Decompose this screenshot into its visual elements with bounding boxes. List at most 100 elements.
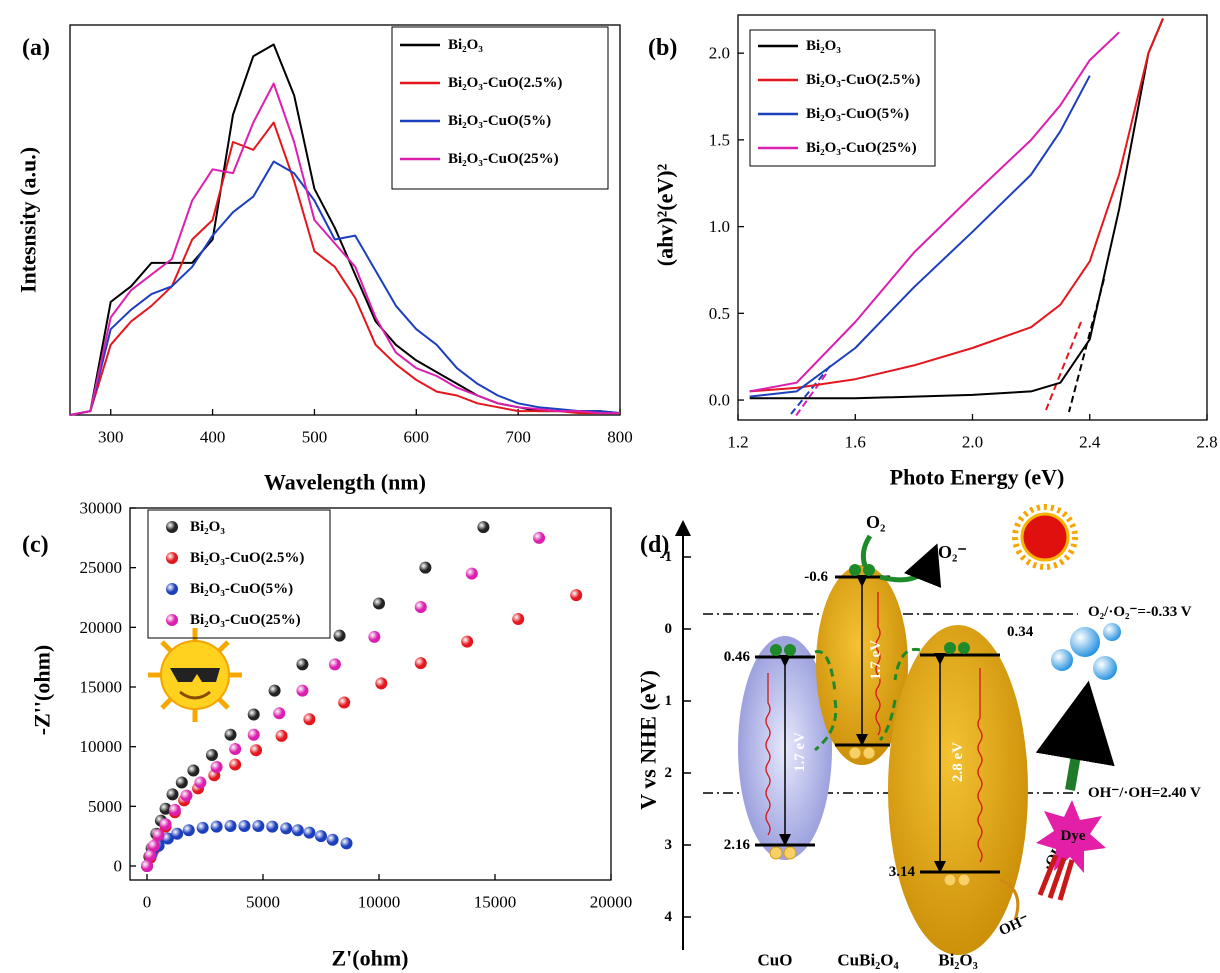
y-tick-label: 30000 (80, 499, 123, 518)
tick-label: 3 (665, 837, 673, 853)
x-tick-label: 2.8 (1196, 433, 1217, 452)
legend-label: Bi₂O₃-CuO(2.5%) (448, 75, 562, 91)
point (175, 776, 188, 789)
point (512, 612, 525, 625)
x-axis-title: Z'(ohm) (332, 946, 409, 971)
material-name: Bi₂O₃ (938, 951, 977, 970)
o2-arrow (860, 534, 873, 567)
point (414, 657, 427, 670)
y-tick-label: 25000 (80, 558, 123, 577)
point (266, 820, 279, 833)
material-name: CuBi₂O₄ (837, 951, 898, 970)
dye-star (1036, 800, 1106, 873)
point (159, 802, 172, 815)
series-line (749, 31, 1120, 393)
ticks: -1 0 1 2 3 4 (660, 549, 691, 925)
tangent (1045, 321, 1082, 411)
gap-label: 1.7 eV (792, 732, 808, 772)
point (414, 601, 427, 614)
legend-label: Bi₂O₃ (190, 519, 225, 535)
x-tick-label: 20000 (590, 893, 633, 912)
dye-label: Dye (1061, 828, 1086, 844)
point (328, 658, 341, 671)
x-tick-label: 400 (200, 428, 226, 447)
point (247, 728, 260, 741)
point (296, 658, 309, 671)
point (477, 521, 490, 534)
band-value: -0.6 (804, 569, 828, 585)
point (291, 824, 304, 837)
panel-label: (b) (648, 35, 677, 61)
band-value: 0.34 (1007, 624, 1034, 640)
point (182, 824, 195, 837)
potential-label: O₂/·O₂⁻=-0.33 V (1088, 604, 1192, 620)
gap-arrows (779, 575, 946, 873)
point (326, 833, 339, 846)
legend-label: Bi₂O₃-CuO(5%) (190, 581, 293, 597)
x-tick-label: 0 (143, 893, 152, 912)
point (465, 567, 478, 580)
x-tick-label: 1.6 (845, 433, 866, 452)
y-axis-title: Intesnsity (a.u.) (16, 147, 41, 293)
point (166, 788, 179, 801)
y-tick-label: 0 (114, 857, 123, 876)
dye: Dye (1035, 680, 1115, 901)
point (419, 561, 432, 574)
point (375, 677, 388, 690)
x-tick-label: 10000 (358, 893, 401, 912)
y-axis-title: -Z''(ohm) (30, 645, 55, 735)
legend-box (147, 509, 331, 639)
point (296, 684, 309, 697)
y-tick-label: 1.5 (709, 130, 730, 149)
legend-label: Bi₂O₃-CuO(25%) (806, 140, 917, 156)
plot-frame (129, 507, 612, 881)
point (268, 684, 281, 697)
x-tick-label: 500 (302, 428, 328, 447)
tick-label: -1 (660, 549, 673, 565)
y-tick-label: 0.5 (709, 304, 730, 323)
point (368, 630, 381, 643)
species: O₂ (866, 512, 885, 532)
point (533, 531, 546, 544)
point (161, 832, 174, 845)
smile (179, 690, 211, 700)
point (171, 827, 184, 840)
oxidation-arrow (999, 878, 1020, 921)
point (252, 820, 265, 833)
material-name: CuO (758, 951, 793, 970)
tick-label: 1 (665, 693, 673, 709)
tick-label: 2 (665, 765, 673, 781)
series-line (69, 43, 621, 416)
x-tick-label: 800 (607, 428, 633, 447)
point (194, 776, 207, 789)
excitation-waves (765, 592, 983, 863)
transfer-arrows (814, 647, 921, 752)
point (159, 818, 172, 831)
point (144, 849, 157, 862)
reduction-arrow (879, 543, 942, 589)
legend-label: Bi₂O₃ (806, 38, 841, 54)
band-value: 2.16 (724, 837, 751, 853)
legend-label: Bi₂O₃-CuO(5%) (448, 113, 551, 129)
x-tick-label: 600 (404, 428, 430, 447)
potential-label: OH⁻/·OH=2.40 V (1088, 785, 1201, 801)
point (180, 789, 193, 802)
electrons (770, 564, 970, 656)
point (152, 828, 165, 841)
point (196, 821, 209, 834)
x-tick-label: 300 (98, 428, 124, 447)
point (273, 707, 286, 720)
point (275, 729, 288, 742)
x-axis-title: Wavelength (nm) (264, 470, 426, 495)
point (210, 820, 223, 833)
y-tick-label: 10000 (80, 737, 123, 756)
x-tick-label: 2.4 (1079, 433, 1101, 452)
legend-marker (166, 552, 178, 564)
legend-marker (166, 614, 178, 626)
legend-box (391, 26, 609, 190)
legend-label: Bi₂O₃-CuO(2.5%) (190, 550, 304, 566)
x-tick-label: 15000 (474, 893, 517, 912)
tick-label: 4 (665, 909, 673, 925)
point (461, 635, 474, 648)
point (303, 826, 316, 839)
